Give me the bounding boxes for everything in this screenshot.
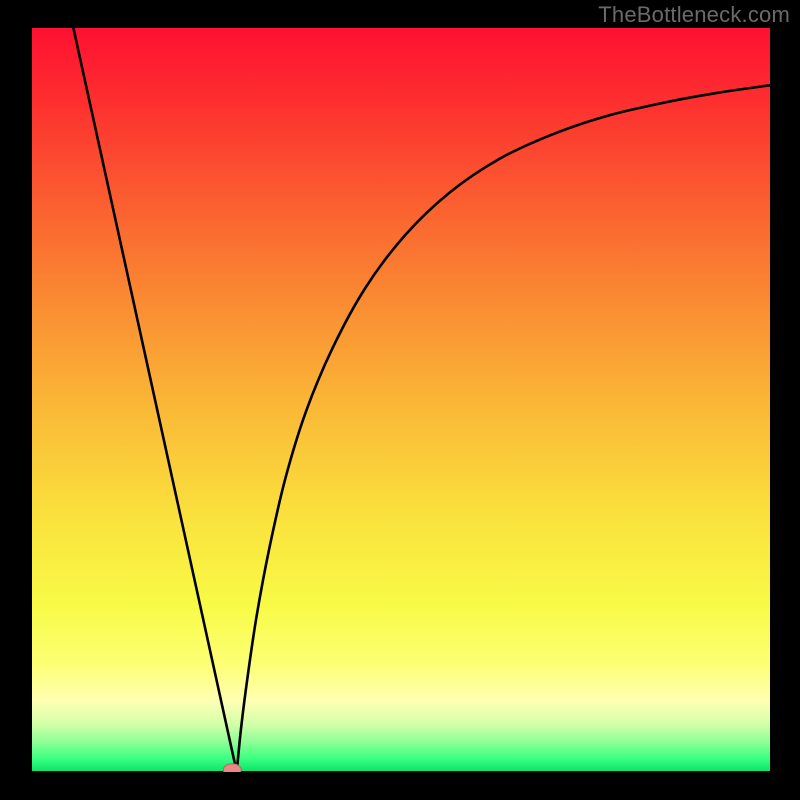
- plot-gradient-background: [31, 27, 771, 772]
- chart-container: TheBottleneck.com: [0, 0, 800, 800]
- bottleneck-curve-chart: [0, 0, 800, 800]
- watermark-text: TheBottleneck.com: [598, 2, 790, 28]
